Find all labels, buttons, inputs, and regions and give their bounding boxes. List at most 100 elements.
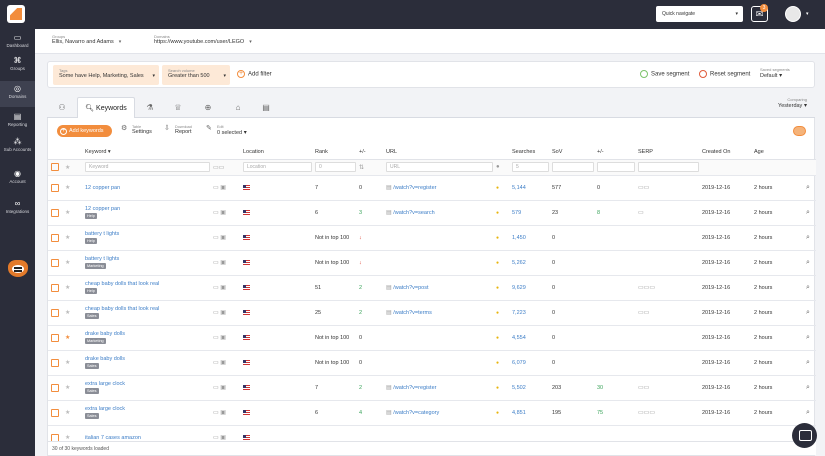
table-row[interactable]: ★ cheap baby dolls that look real Sales ▭ ▣…: [48, 300, 816, 326]
search-icon[interactable]: ⌕: [806, 233, 810, 241]
header-url[interactable]: URL: [383, 145, 493, 160]
search-icon[interactable]: ⌕: [806, 283, 810, 291]
table-row[interactable]: ★ 12 copper pan ▭ ▣ 7 0 ▤ /watch?v=register ● 5…: [48, 175, 816, 201]
row-checkbox[interactable]: [51, 358, 59, 367]
row-checkbox[interactable]: [51, 283, 59, 292]
row-checkbox[interactable]: [51, 308, 59, 317]
url-status-filter-icon[interactable]: ●: [496, 164, 500, 170]
keyword-link[interactable]: italian 7 cases amazon: [85, 434, 141, 441]
edit-selected-button[interactable]: Edit 0 selected ▾: [217, 125, 247, 136]
keyword-link[interactable]: extra large clock: [85, 381, 126, 387]
sidebar-item-dashboard[interactable]: ▭ Dashboard: [0, 33, 35, 55]
header-age[interactable]: Age: [751, 145, 803, 160]
tab-tags[interactable]: ⌂: [225, 97, 251, 118]
tab-notes[interactable]: ▤: [253, 97, 279, 118]
star-icon[interactable]: ★: [65, 185, 71, 191]
search-icon[interactable]: ⌕: [806, 183, 810, 191]
url-link[interactable]: /watch?v=search: [393, 210, 435, 216]
device-filter-icon[interactable]: ▭▭: [213, 164, 225, 171]
star-filter-icon[interactable]: ★: [65, 164, 71, 171]
star-icon[interactable]: ★: [65, 235, 71, 241]
table-row[interactable]: ★ drake baby dolls Sales ▭ ▣ Not in top 100 0…: [48, 350, 816, 376]
search-volume-filter-chip[interactable]: Search volume Greater than 500 ▾: [162, 65, 230, 85]
header-sov-change[interactable]: +/-: [594, 145, 635, 160]
tab-overview[interactable]: ⚇: [49, 97, 75, 118]
header-serp[interactable]: SERP: [635, 145, 699, 160]
search-icon[interactable]: ⌕: [806, 258, 810, 266]
sidebar-item-sub-accounts[interactable]: ⁂ Sub Accounts: [0, 137, 35, 159]
keyword-link[interactable]: battery t lights: [85, 231, 120, 237]
keyword-link[interactable]: 12 copper pan: [85, 206, 121, 212]
keyword-link[interactable]: cheap baby dolls that look real: [85, 306, 160, 312]
star-icon[interactable]: ★: [65, 385, 71, 391]
star-icon[interactable]: ★: [65, 410, 71, 416]
header-keyword[interactable]: Keyword ▾: [82, 145, 210, 160]
row-checkbox[interactable]: [51, 208, 59, 217]
select-all-checkbox[interactable]: [51, 163, 59, 171]
search-icon[interactable]: ⌕: [806, 358, 810, 366]
tags-filter-chip[interactable]: Tags Some have Help, Marketing, Sales ▾: [53, 65, 159, 85]
table-settings-button[interactable]: Table Settings: [132, 125, 152, 135]
reset-segment-button[interactable]: Reset segment: [699, 70, 750, 78]
row-checkbox[interactable]: [51, 233, 59, 242]
row-checkbox[interactable]: [51, 183, 59, 192]
avatar[interactable]: [785, 6, 801, 22]
keyword-filter-input[interactable]: Keyword: [85, 162, 210, 172]
keyword-link[interactable]: battery t lights: [85, 256, 120, 262]
chevron-down-icon[interactable]: ▾: [806, 11, 809, 17]
star-icon[interactable]: ★: [65, 335, 71, 341]
serp-filter-input[interactable]: [638, 162, 699, 172]
header-searches[interactable]: Searches: [509, 145, 549, 160]
mail-icon[interactable]: ✉: [751, 6, 768, 22]
location-filter-input[interactable]: Location: [243, 162, 312, 172]
row-checkbox[interactable]: [51, 383, 59, 392]
row-checkbox[interactable]: [51, 258, 59, 267]
search-icon[interactable]: ⌕: [806, 333, 810, 341]
search-icon[interactable]: ⌕: [806, 383, 810, 391]
sidebar-item-domains[interactable]: ◎ Domains: [0, 81, 35, 107]
tab-keywords[interactable]: 🔍︎ Keywords: [77, 97, 135, 118]
tab-winners[interactable]: ♕: [165, 97, 191, 118]
row-checkbox[interactable]: [51, 408, 59, 417]
keyword-link[interactable]: cheap baby dolls that look real: [85, 281, 160, 287]
sov-filter-input[interactable]: [552, 162, 594, 172]
star-icon[interactable]: ★: [65, 360, 71, 366]
table-row[interactable]: ★ extra large clock Sales ▭ ▣ 6 4 ▤ /watch?v=c…: [48, 400, 816, 426]
searches-filter-input[interactable]: 5: [512, 162, 549, 172]
star-icon[interactable]: ★: [65, 260, 71, 266]
sidebar-item-integrations[interactable]: ∞ Integrations: [0, 199, 35, 221]
quick-navigate-select[interactable]: Quick navigate ▾: [656, 6, 743, 22]
table-row[interactable]: ★ drake baby dolls Marketing ▭ ▣ Not in top …: [48, 325, 816, 351]
header-rank-change[interactable]: +/-: [356, 145, 383, 160]
domains-selector[interactable]: Domains https://www.youtube.com/user/LEGO…: [154, 34, 252, 45]
tab-target[interactable]: ⊕: [195, 97, 221, 118]
url-link[interactable]: /watch?v=terms: [393, 310, 432, 316]
row-checkbox[interactable]: [51, 333, 59, 342]
header-created[interactable]: Created On: [699, 145, 751, 160]
keyword-link[interactable]: 12 copper pan: [85, 184, 121, 191]
keyword-link[interactable]: drake baby dolls: [85, 356, 126, 362]
sidebar-item-account[interactable]: ◉ Account: [0, 169, 35, 191]
table-row[interactable]: ★ cheap baby dolls that look real Help ▭ ▣ 5…: [48, 275, 816, 301]
rank-change-filter-icon[interactable]: ⇅: [359, 164, 365, 171]
sidebar-item-reporting[interactable]: ▤ Reporting: [0, 112, 35, 134]
table-row[interactable]: ★ battery t lights Marketing ▭ ▣ Not in top …: [48, 250, 816, 276]
search-icon[interactable]: ⌕: [806, 208, 810, 216]
url-filter-input[interactable]: URL: [386, 162, 493, 172]
header-location[interactable]: Location: [240, 145, 312, 160]
search-icon[interactable]: ⌕: [806, 408, 810, 416]
saved-segments-select[interactable]: Saved segments Default ▾: [760, 67, 790, 79]
add-keywords-button[interactable]: + Add keywords: [57, 125, 112, 137]
keyword-link[interactable]: extra large clock: [85, 406, 126, 412]
app-logo[interactable]: [7, 5, 25, 23]
add-filter-button[interactable]: + Add filter: [237, 70, 272, 78]
url-link[interactable]: /watch?v=post: [393, 285, 429, 291]
rank-filter-input[interactable]: 0: [315, 162, 356, 172]
chat-icon[interactable]: [792, 423, 817, 448]
star-icon[interactable]: ★: [65, 435, 71, 441]
search-icon[interactable]: ⌕: [806, 308, 810, 316]
table-row[interactable]: ★ extra large clock Sales ▭ ▣ 7 2 ▤ /watch?v=r…: [48, 375, 816, 401]
header-rank[interactable]: Rank: [312, 145, 356, 160]
sov-change-filter-input[interactable]: [597, 162, 635, 172]
download-report-button[interactable]: Download Report: [175, 125, 192, 135]
